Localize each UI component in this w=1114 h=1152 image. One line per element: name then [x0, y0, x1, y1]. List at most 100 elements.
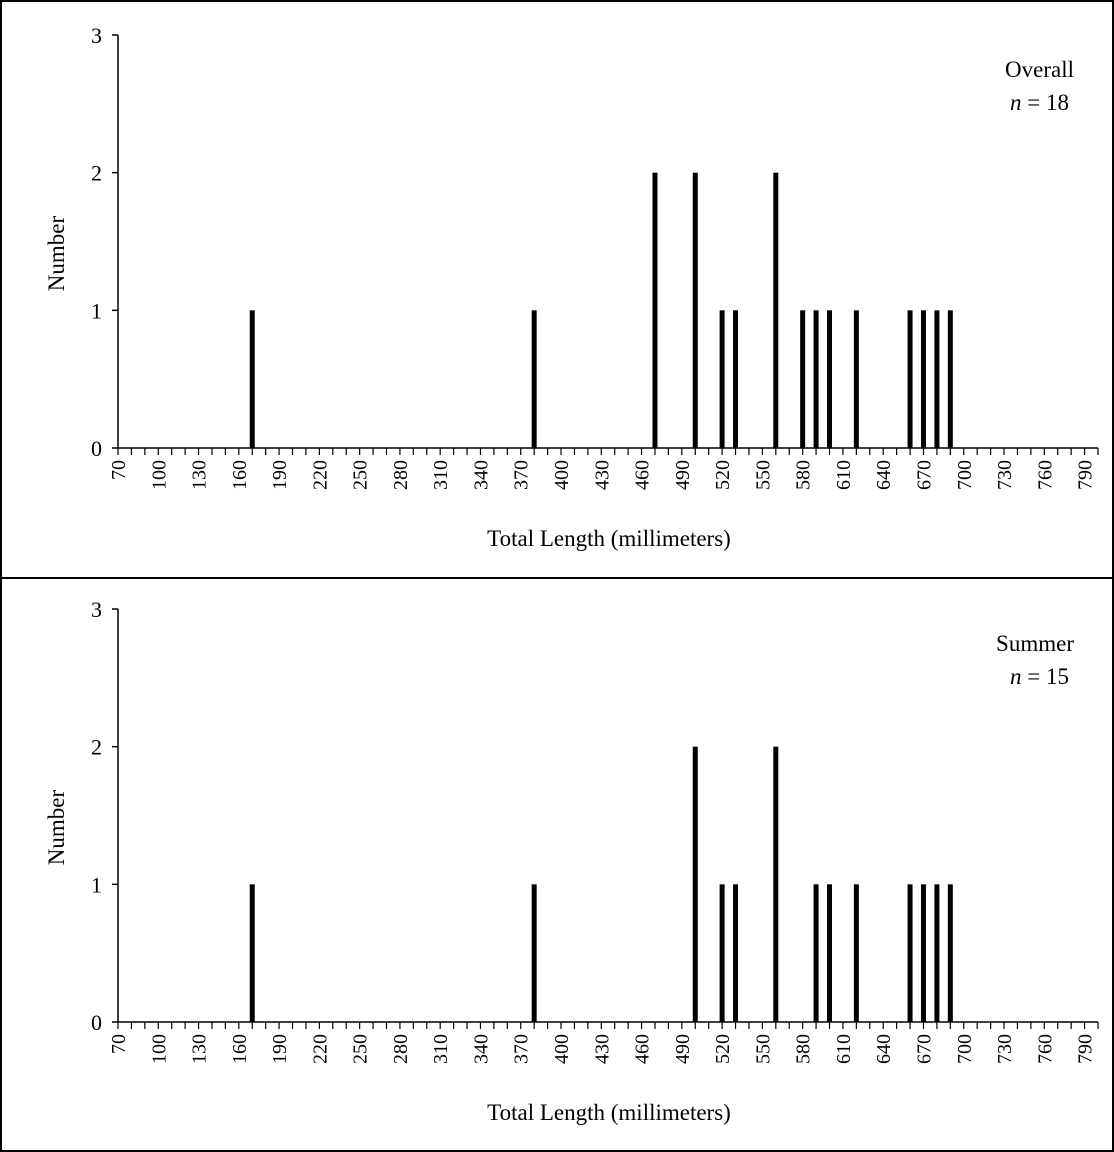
y-tick-label: 0	[91, 1010, 102, 1035]
bar	[934, 884, 940, 1022]
x-tick-label: 190	[269, 460, 291, 490]
y-tick-label: 0	[91, 436, 102, 461]
bar	[934, 310, 940, 448]
x-tick-label: 160	[229, 460, 251, 490]
x-tick-label: 70	[108, 1034, 130, 1054]
x-tick-label: 310	[430, 1034, 452, 1064]
x-tick-label: 520	[712, 460, 734, 490]
bar	[249, 884, 255, 1022]
x-tick-label: 370	[511, 460, 533, 490]
x-tick-label: 640	[873, 460, 895, 490]
x-tick-label: 220	[309, 460, 331, 490]
y-axis-label: Number	[44, 215, 69, 291]
x-tick-label: 730	[994, 460, 1016, 490]
x-tick-label: 190	[269, 1034, 291, 1064]
sample-size-value: = 15	[1022, 664, 1069, 689]
bar	[920, 310, 926, 448]
x-tick-label: 400	[551, 1034, 573, 1064]
x-tick-label: 700	[954, 460, 976, 490]
x-tick-label: 700	[954, 1034, 976, 1064]
x-axis-label: Total Length (millimeters)	[487, 526, 731, 551]
x-tick-label: 130	[189, 1034, 211, 1064]
legend-label: Overall	[1005, 57, 1074, 82]
x-tick-label: 670	[913, 1034, 935, 1064]
x-tick-label: 580	[793, 1034, 815, 1064]
x-tick-label: 670	[913, 460, 935, 490]
x-tick-label: 490	[672, 460, 694, 490]
x-tick-label: 340	[470, 460, 492, 490]
x-tick-label: 580	[793, 460, 815, 490]
y-tick-label: 1	[91, 872, 102, 897]
bar	[947, 884, 953, 1022]
bar	[827, 884, 833, 1022]
y-tick-label: 1	[91, 298, 102, 323]
sample-size-label: n = 18	[1010, 90, 1069, 115]
x-tick-label: 370	[511, 1034, 533, 1064]
x-tick-label: 100	[148, 1034, 170, 1064]
bar	[719, 884, 725, 1022]
x-tick-label: 250	[350, 1034, 372, 1064]
bar	[249, 310, 255, 448]
bar	[853, 884, 859, 1022]
bar	[531, 884, 537, 1022]
y-axis-label: Number	[44, 789, 69, 865]
y-tick-label: 2	[91, 735, 102, 760]
y-tick-label: 3	[91, 23, 102, 48]
bar	[733, 310, 739, 448]
x-tick-label: 250	[350, 460, 372, 490]
x-tick-label: 520	[712, 1034, 734, 1064]
legend-label: Summer	[996, 631, 1074, 656]
bar	[692, 172, 698, 448]
bar	[813, 884, 819, 1022]
x-tick-label: 790	[1075, 1034, 1097, 1064]
y-tick-label: 3	[91, 597, 102, 622]
bar	[733, 884, 739, 1022]
x-tick-label: 790	[1075, 460, 1097, 490]
x-tick-label: 340	[470, 1034, 492, 1064]
bar	[773, 172, 779, 448]
sample-size-label: n = 15	[1010, 664, 1069, 689]
x-tick-label: 760	[1034, 460, 1056, 490]
bar	[853, 310, 859, 448]
x-tick-label: 640	[873, 1034, 895, 1064]
bar	[907, 884, 913, 1022]
x-tick-label: 70	[108, 460, 130, 480]
x-tick-label: 220	[309, 1034, 331, 1064]
x-tick-label: 160	[229, 1034, 251, 1064]
x-axis-label: Total Length (millimeters)	[487, 1100, 731, 1125]
x-tick-label: 130	[189, 460, 211, 490]
x-tick-label: 460	[632, 460, 654, 490]
x-tick-label: 550	[752, 1034, 774, 1064]
bar	[907, 310, 913, 448]
x-tick-label: 400	[551, 460, 573, 490]
x-tick-label: 460	[632, 1034, 654, 1064]
x-tick-label: 760	[1034, 1034, 1056, 1064]
x-tick-label: 280	[390, 1034, 412, 1064]
y-tick-label: 2	[91, 161, 102, 186]
bar	[827, 310, 833, 448]
x-tick-label: 610	[833, 460, 855, 490]
bar	[773, 746, 779, 1022]
x-tick-label: 610	[833, 1034, 855, 1064]
bar	[813, 310, 819, 448]
bar	[531, 310, 537, 448]
x-tick-label: 490	[672, 1034, 694, 1064]
bar	[652, 172, 658, 448]
sample-size-symbol: n	[1010, 90, 1022, 115]
x-tick-label: 310	[430, 460, 452, 490]
x-tick-label: 550	[752, 460, 774, 490]
bar	[692, 746, 698, 1022]
x-tick-label: 280	[390, 460, 412, 490]
x-tick-label: 730	[994, 1034, 1016, 1064]
bar	[719, 310, 725, 448]
sample-size-symbol: n	[1010, 664, 1022, 689]
bar	[920, 884, 926, 1022]
sample-size-value: = 18	[1022, 90, 1069, 115]
bar	[947, 310, 953, 448]
x-tick-label: 430	[591, 1034, 613, 1064]
bar	[800, 310, 806, 448]
